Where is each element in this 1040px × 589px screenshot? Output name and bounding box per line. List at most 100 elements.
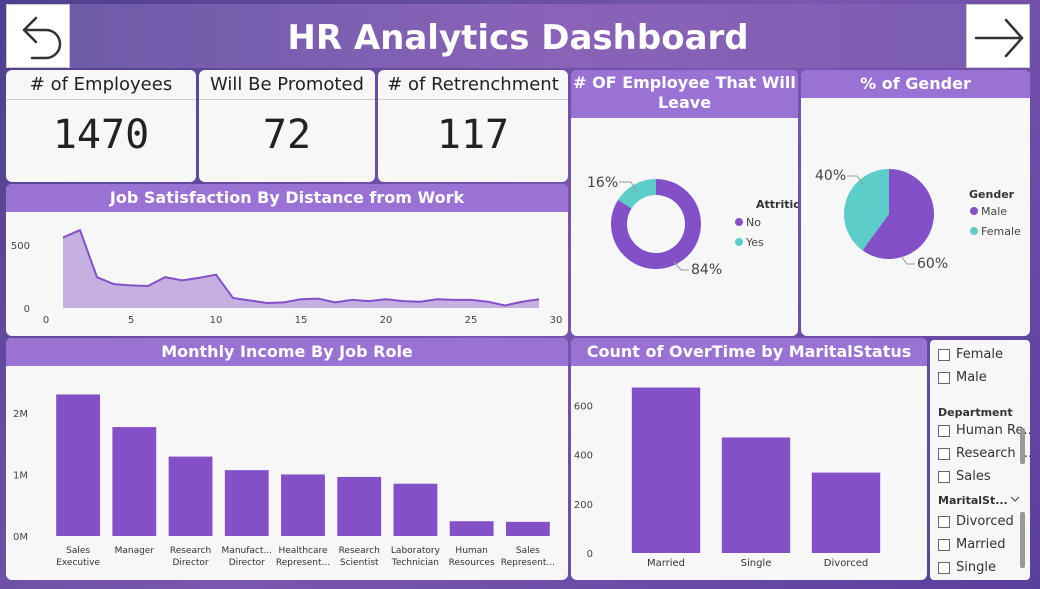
attrition-no-leader (673, 261, 689, 271)
x-tick-label: 20 (380, 315, 393, 326)
x-tick-label: Director (229, 558, 265, 568)
x-tick-label: Manager (115, 546, 155, 556)
income-bar (224, 470, 269, 536)
pie-slice-female (844, 169, 889, 251)
satisfaction-distance-card: Job Satisfaction By Distance from Work 0… (6, 184, 568, 336)
slicer-gender-female[interactable]: Female (938, 347, 1003, 362)
legend-male-marker (970, 207, 978, 215)
x-tick-label: 0 (43, 315, 49, 326)
kpi-promoted-label: Will Be Promoted (199, 70, 375, 100)
x-tick-label: Scientist (340, 558, 379, 568)
slicer-marital-single[interactable]: Single (938, 560, 996, 575)
pie-slice-male (862, 169, 934, 259)
marital-scrollbar[interactable] (1020, 512, 1025, 568)
checkbox-icon (938, 515, 950, 528)
checkbox-icon (938, 424, 950, 437)
kpi-promoted-value: 72 (262, 112, 312, 158)
gender-title: % of Gender (801, 70, 1030, 98)
y-tick-label: 0 (24, 304, 30, 315)
slicer-option-label: Male (956, 370, 987, 385)
overtime-bar (721, 437, 791, 553)
kpi-employees-label: # of Employees (6, 70, 196, 100)
gender-male-leader (900, 255, 915, 265)
income-bar (337, 476, 382, 536)
area-fill (63, 230, 539, 308)
x-tick-label: Director (172, 558, 208, 568)
forward-arrow-icon (974, 18, 1024, 58)
y-tick-label: 600 (574, 402, 593, 413)
x-tick-label: Married (647, 558, 685, 569)
y-tick-label: 2M (13, 409, 28, 420)
department-scrollbar[interactable] (1020, 428, 1025, 464)
slicer-dept-hr[interactable]: Human Re... (938, 423, 1030, 438)
x-tick-label: Technician (391, 558, 439, 568)
kpi-promoted-card: Will Be Promoted 72 (199, 70, 375, 182)
x-tick-label: Manufact... (222, 546, 272, 556)
checkbox-icon (938, 348, 950, 361)
overtime-bar (631, 387, 701, 553)
forward-button[interactable] (966, 4, 1030, 68)
x-tick-label: 10 (210, 315, 223, 326)
attrition-no-pct: 84% (691, 262, 722, 278)
x-tick-label: Research (170, 546, 211, 556)
x-tick-label: Executive (56, 558, 100, 568)
header-bar: HR Analytics Dashboard (6, 4, 1030, 68)
x-tick-label: 25 (465, 315, 478, 326)
gender-pie-chart: Gender Male Female 40% 60% (815, 168, 1021, 272)
slicer-gender-male[interactable]: Male (938, 370, 987, 385)
gender-card: % of Gender Gender Male Female 40% 60% (801, 70, 1030, 336)
overtime-card: Count of OverTime by MaritalStatus 0 200 4… (571, 338, 927, 580)
y-tick-label: 0 (587, 549, 593, 560)
slicer-option-label: Human Re... (956, 423, 1030, 438)
pie-slice-yes (618, 179, 656, 209)
kpi-employees-card: # of Employees 1470 (6, 70, 196, 182)
y-tick-label: 0M (13, 532, 28, 543)
slicer-marital-divorced[interactable]: Divorced (938, 514, 1014, 529)
slicer-marital-label: MaritalSt... (938, 494, 1008, 507)
income-bar (281, 474, 325, 536)
slicer-option-label: Female (956, 347, 1004, 362)
slicer-option-label: Sales (956, 469, 991, 484)
x-tick-label: Human (455, 546, 487, 556)
chevron-down-icon[interactable] (1010, 496, 1020, 504)
legend-no-label: No (746, 216, 761, 229)
overtime-bar (811, 472, 881, 553)
y-tick-label: 500 (11, 241, 30, 252)
y-tick-label: 200 (574, 500, 593, 511)
slicer-option-label: Married (956, 537, 1006, 552)
slicer-marital-married[interactable]: Married (938, 537, 1006, 552)
overtime-title: Count of OverTime by MaritalStatus (571, 338, 927, 366)
kpi-retrenchment-card: # of Retrenchment 117 (378, 70, 568, 182)
income-bar-chart: 0M 1M 2M Sales Executive Manager Research Direc… (13, 394, 555, 568)
slicer-option-label: Divorced (956, 514, 1014, 529)
checkbox-icon (938, 470, 950, 483)
legend-female-label: Female (981, 225, 1021, 238)
income-bar (112, 427, 157, 536)
slicer-department-label: Department (938, 406, 1013, 419)
x-tick-label: Sales (516, 546, 540, 556)
kpi-employees-value: 1470 (52, 112, 150, 158)
x-tick-label: Research (339, 546, 380, 556)
legend-no-marker (735, 218, 743, 226)
back-button[interactable] (6, 4, 70, 68)
kpi-retrenchment-value: 117 (436, 112, 510, 158)
x-tick-label: Represent... (276, 558, 330, 568)
attrition-title: # OF Employee That Will Leave (571, 70, 798, 118)
satisfaction-area-chart: 0 5 10 15 20 25 30 0 500 (11, 228, 562, 326)
gender-female-pct: 40% (815, 168, 846, 184)
income-bar (393, 483, 438, 536)
x-tick-label: 15 (295, 315, 308, 326)
slicer-dept-sales[interactable]: Sales (938, 469, 991, 484)
checkbox-icon (938, 371, 950, 384)
x-tick-label: Single (741, 558, 772, 569)
x-tick-label: Divorced (824, 558, 868, 569)
satisfaction-distance-title: Job Satisfaction By Distance from Work (6, 184, 568, 212)
income-by-role-title: Monthly Income By Job Role (6, 338, 568, 366)
kpi-retrenchment-label: # of Retrenchment (378, 70, 568, 100)
income-bar (56, 394, 101, 536)
legend-yes-marker (735, 238, 743, 246)
y-tick-label: 400 (574, 451, 593, 462)
gender-legend-title: Gender (969, 188, 1015, 201)
filter-slicer-panel: Female Male Department Human Re... Resea… (930, 340, 1030, 580)
slicer-dept-research[interactable]: Research ... (938, 446, 1030, 461)
